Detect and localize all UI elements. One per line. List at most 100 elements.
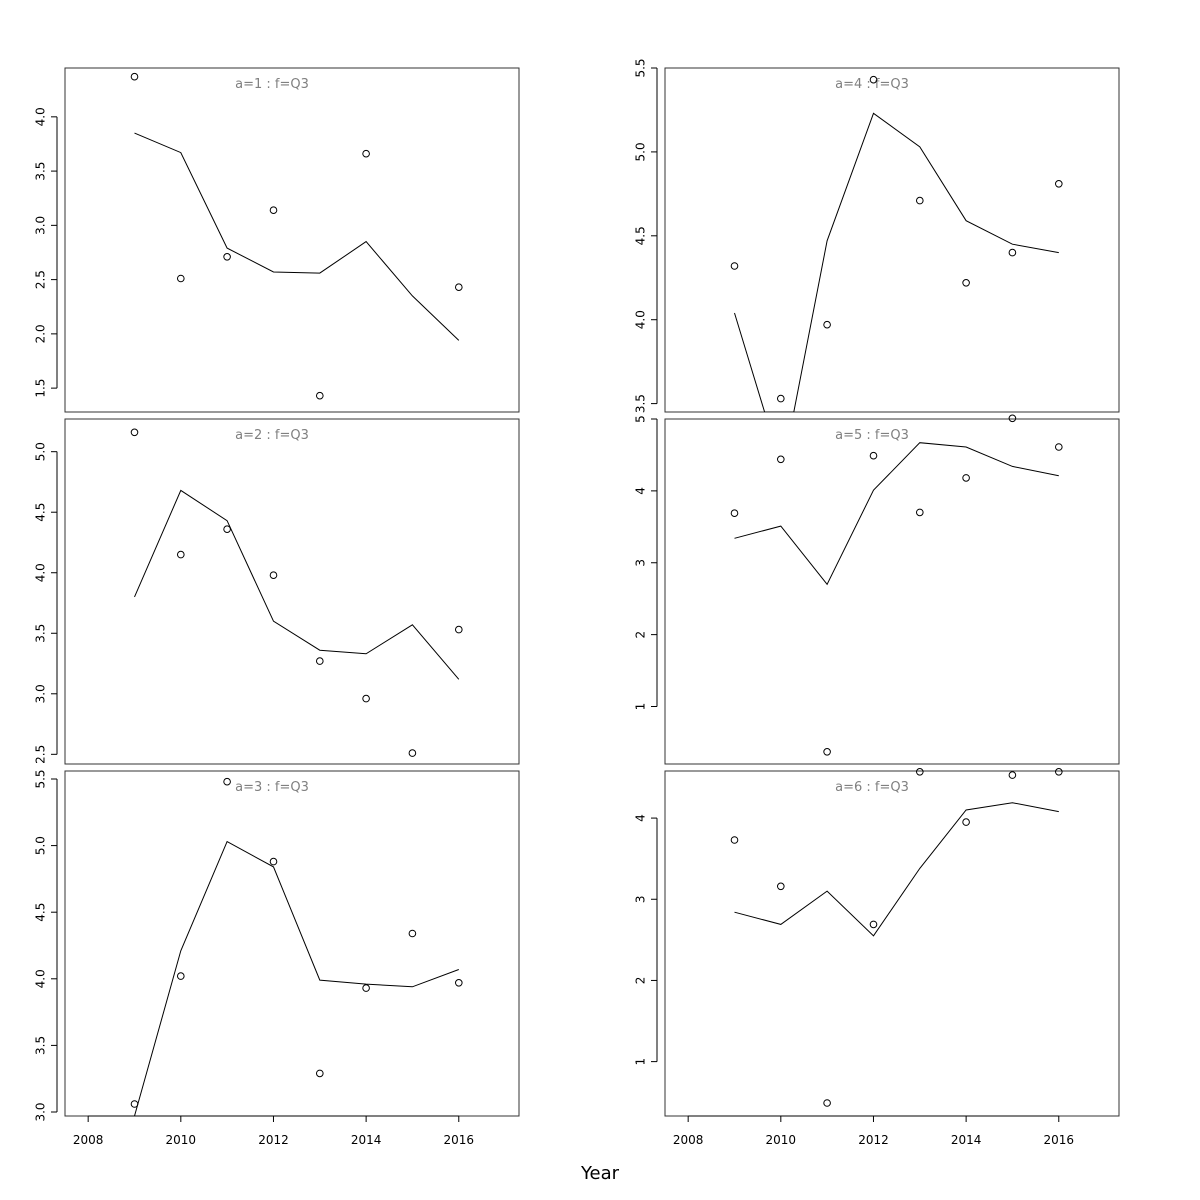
observation-point [362,984,370,992]
observation-point [962,818,970,826]
panel-title: a=5 : f=Q3 [835,428,909,443]
observation-point [130,428,139,437]
y-tick-label: 4.0 [34,563,48,582]
observation-point [177,274,185,283]
observation-point [1008,771,1017,779]
observation-point [823,748,831,756]
y-tick-label: 5.0 [34,442,48,461]
y-tick-label: 5.5 [634,58,648,77]
observation-point [1055,443,1063,451]
y-tick-label: 2.5 [34,745,48,764]
y-tick-label: 4 [634,814,648,822]
y-tick-label: 1 [634,1058,648,1066]
observation-point [269,571,278,580]
x-tick-label: 2008 [673,1133,704,1147]
x-tick-label: 2014 [351,1133,382,1147]
panel-6: a=6 : f=Q3 1 2 3 4 2008 2010 2012 2014 2016 [634,768,1120,1147]
panel-4: a=4 : f=Q3 3.5 4.0 4.5 5.0 5.5 [634,58,1120,413]
panel-2: a=2 : f=Q3 2.5 3.0 3.5 4.0 4.5 5.0 [34,418,520,765]
observation-point [130,1100,139,1108]
panel-frame [64,67,520,413]
observation-point [223,777,231,786]
y-tick-label: 5.0 [634,142,648,161]
y-tick-label: 2 [634,977,648,985]
panel-title: a=2 : f=Q3 [235,428,309,443]
panel-frame [64,770,520,1117]
x-axis-title: Year [580,1163,620,1184]
y-tick-label: 3.5 [634,394,648,413]
observation-point [869,75,878,84]
x-tick-label: 2008 [73,1133,104,1147]
y-tick-label: 5.0 [34,836,48,855]
panel-frame [664,67,1120,413]
fitted-series-line [734,112,1059,412]
observation-point [730,836,739,844]
observation-point [962,474,970,482]
panel-title: a=6 : f=Q3 [835,780,909,795]
observation-point [823,1099,831,1107]
observation-point [316,657,324,665]
observation-point [823,320,831,329]
panel-grid: a=1 : f=Q3 1.5 2.0 2.5 3.0 3.5 4.0 a=2 : f=Q3 2.… [34,58,1120,1147]
y-tick-label: 3.5 [34,1036,48,1055]
observation-point [408,749,417,757]
y-tick-label: 3.0 [34,684,48,703]
observation-point [177,972,185,980]
panel-frame [64,418,520,765]
x-tick-label: 2016 [444,1133,475,1147]
observation-point [916,768,924,776]
x-tick-label: 2016 [1044,1133,1075,1147]
x-tick-label: 2010 [766,1133,797,1147]
y-tick-label: 4.0 [634,310,648,329]
fitted-series-line [134,840,459,1116]
observation-point [1008,414,1017,423]
observation-point [777,882,785,891]
y-tick-label: 3.5 [34,624,48,643]
y-tick-label: 4.5 [634,226,648,245]
observation-point [869,920,878,929]
y-tick-label: 4.0 [34,107,48,126]
y-tick-label: 5 [634,415,648,423]
panel-5: a=5 : f=Q3 1 2 3 4 5 [634,414,1120,765]
y-tick-label: 1.5 [34,379,48,398]
observation-point [316,1069,324,1078]
observation-point [455,979,463,987]
observation-point [408,929,417,938]
y-tick-label: 3.0 [34,1102,48,1121]
y-tick-label: 4.5 [34,903,48,922]
observation-point [362,694,370,703]
y-tick-label: 3.0 [34,216,48,235]
y-tick-label: 2.5 [34,270,48,289]
y-tick-label: 4 [634,487,648,495]
observation-point [455,283,463,292]
observation-point [730,509,739,518]
y-tick-label: 3 [634,559,648,567]
fitted-series-line [134,489,460,680]
observation-point [269,206,278,214]
observation-point [916,508,924,517]
observation-point [269,857,278,866]
panel-title: a=3 : f=Q3 [235,780,309,795]
y-tick-label: 4.0 [34,969,48,988]
panel-1: a=1 : f=Q3 1.5 2.0 2.5 3.0 3.5 4.0 [34,67,520,413]
observation-point [962,279,970,287]
observation-point [455,625,463,634]
x-tick-label: 2014 [951,1133,982,1147]
y-tick-label: 1 [634,703,648,711]
observation-point [362,149,370,158]
y-tick-label: 2 [634,631,648,639]
observation-point [869,451,878,460]
x-tick-label: 2010 [166,1133,197,1147]
observation-point [730,262,739,270]
fitted-series-line [734,442,1059,586]
observation-point [177,550,185,559]
panel-3: a=3 : f=Q3 3.0 3.5 4.0 4.5 5.0 5.5 2008 2010 2012… [34,769,520,1147]
observation-point [1008,248,1017,257]
observation-point [916,196,924,205]
fitted-series-line [134,132,460,341]
panel-title: a=1 : f=Q3 [235,77,309,92]
x-tick-label: 2012 [858,1133,889,1147]
observation-point [777,455,785,464]
x-tick-label: 2012 [258,1133,289,1147]
